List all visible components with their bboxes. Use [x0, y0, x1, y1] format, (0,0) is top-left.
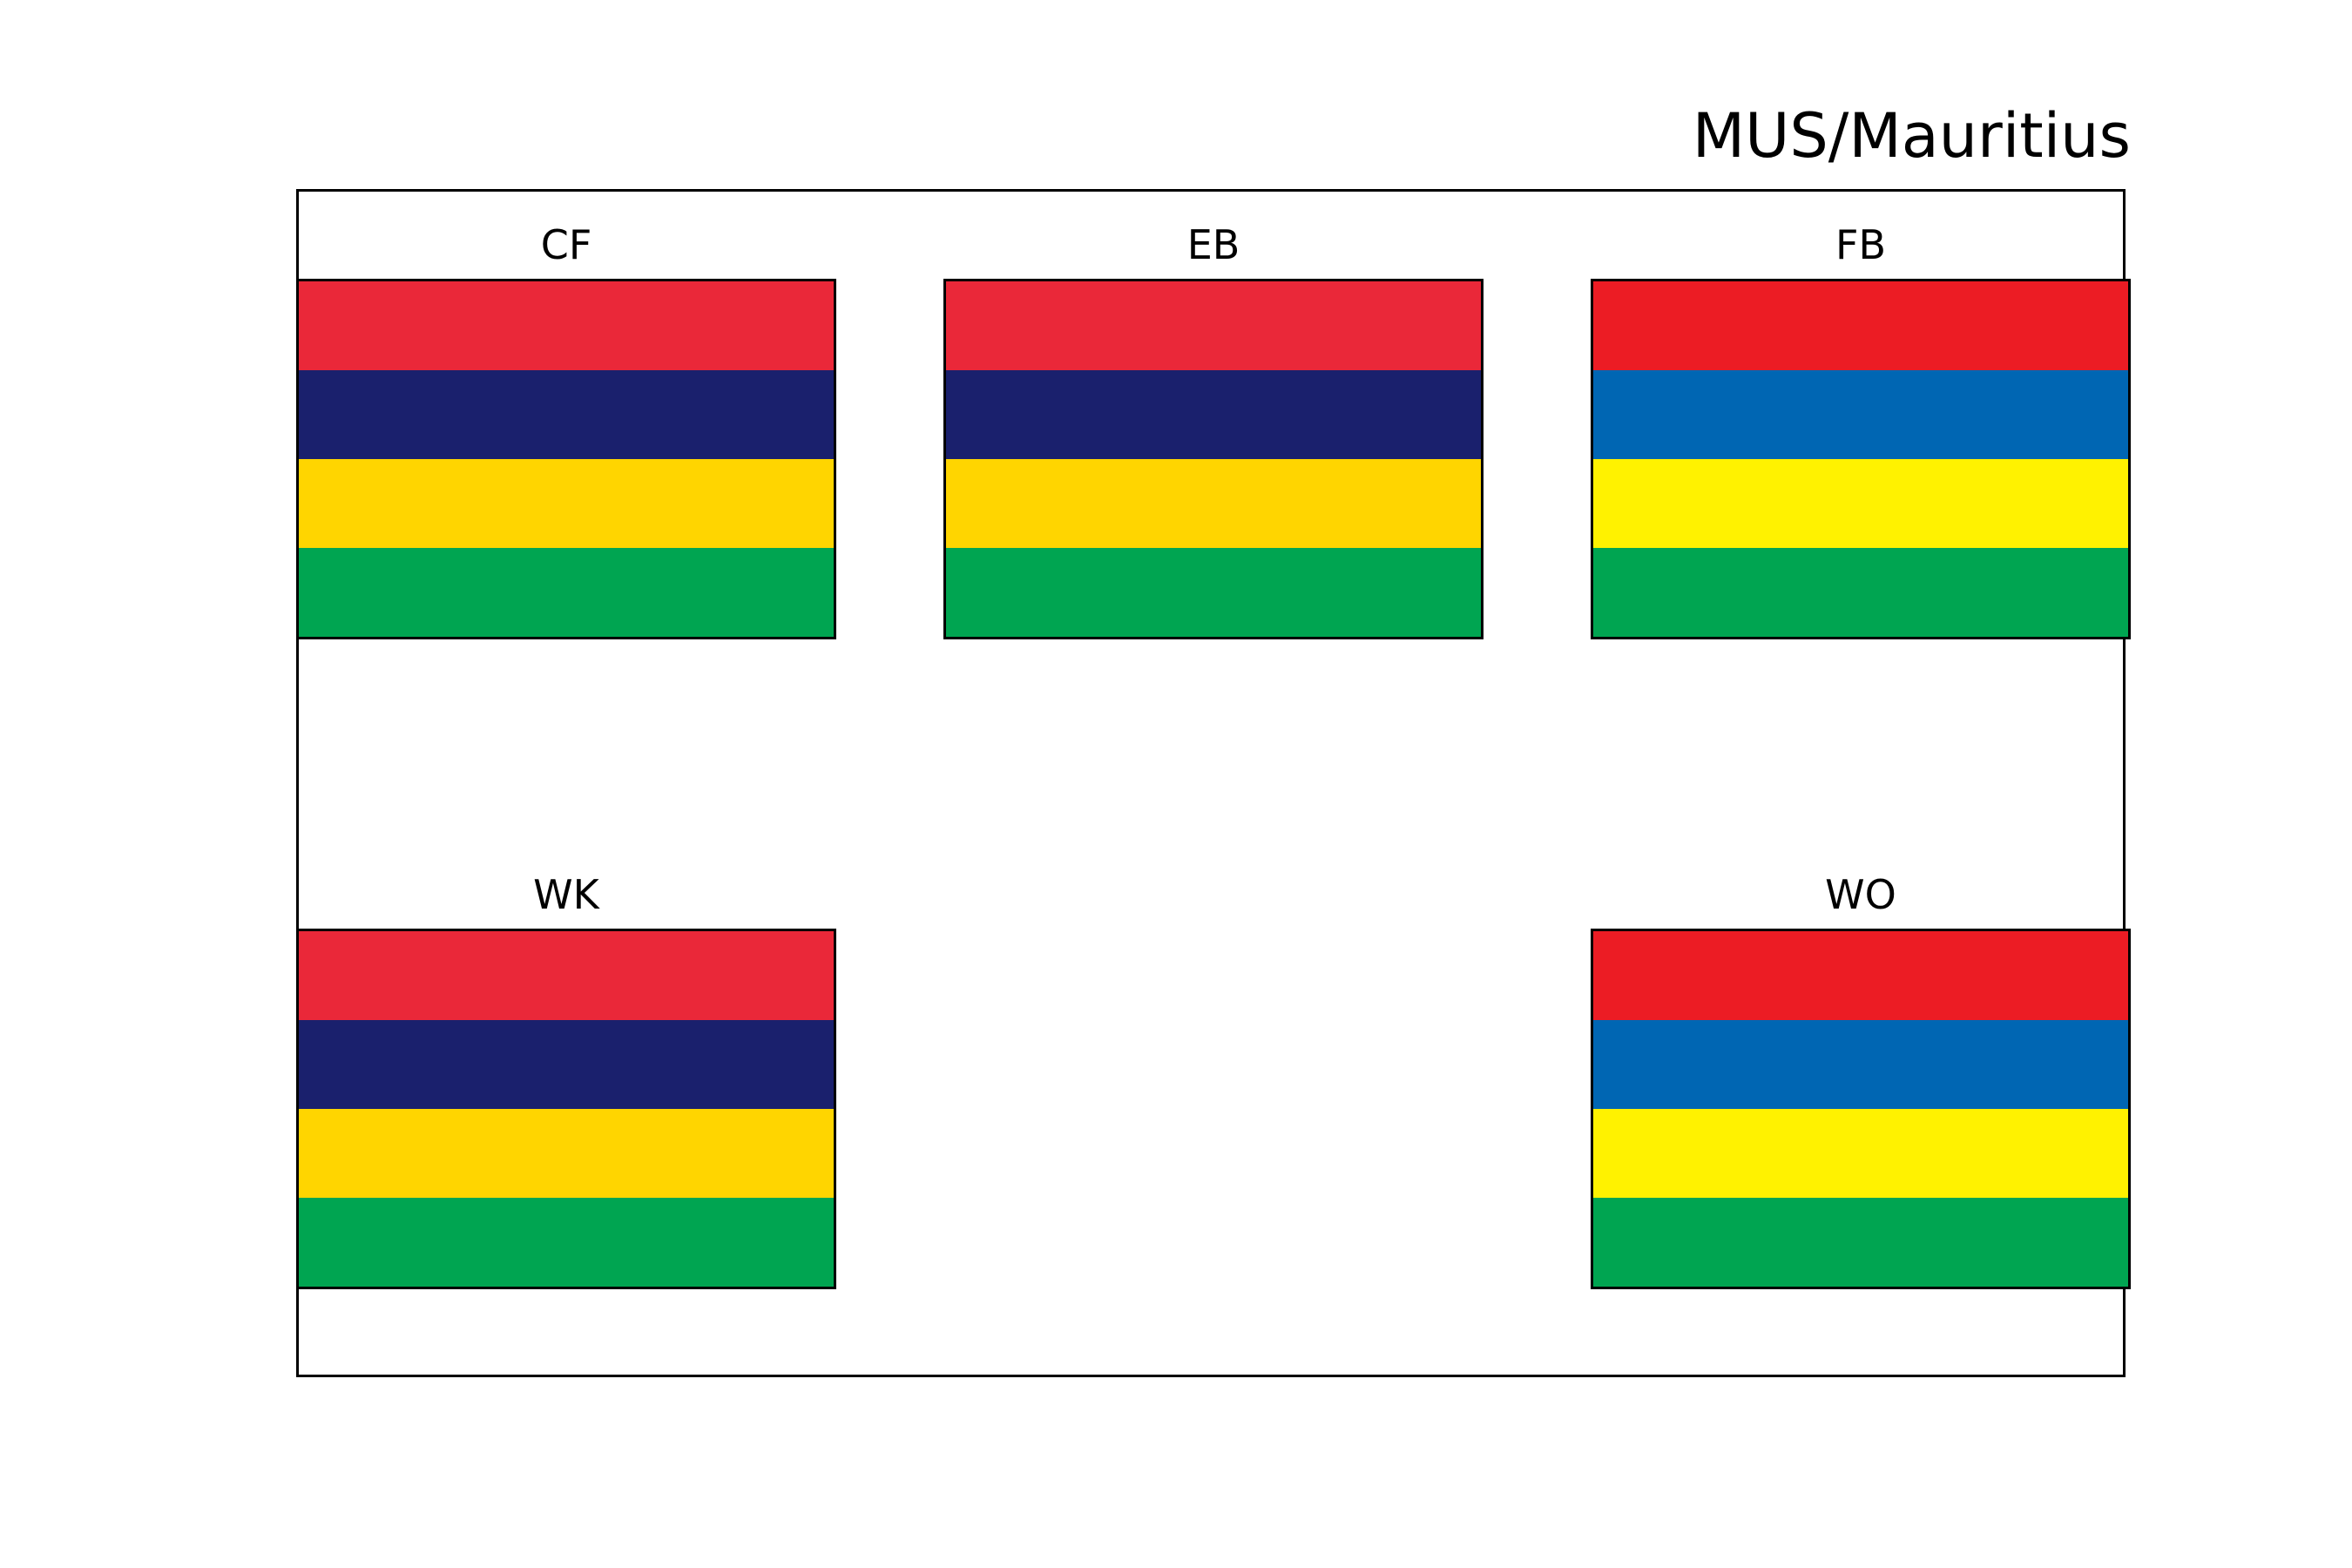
flag-wo	[1591, 929, 2131, 1289]
flag-stripe-red	[299, 281, 834, 370]
flag-stripe-green	[1593, 548, 2128, 637]
flag-stripe-blue	[299, 1020, 834, 1109]
flag-label-wk: WK	[533, 871, 599, 918]
flag-stripe-green	[946, 548, 1481, 637]
flag-stripe-green	[1593, 1198, 2128, 1287]
flags-frame	[296, 189, 2126, 1377]
flag-stripe-blue	[946, 370, 1481, 459]
flag-stripe-yellow	[1593, 1109, 2128, 1198]
flag-label-fb: FB	[1835, 221, 1887, 268]
flag-eb	[943, 279, 1484, 639]
flag-stripe-red	[299, 931, 834, 1020]
flag-stripe-yellow	[299, 1109, 834, 1198]
flag-stripe-yellow	[946, 459, 1481, 548]
flag-wk	[296, 929, 836, 1289]
flag-stripe-green	[299, 1198, 834, 1287]
page-title: MUS/Mauritius	[1692, 100, 2131, 172]
flag-stripe-blue	[299, 370, 834, 459]
flag-stripe-red	[946, 281, 1481, 370]
flag-stripe-yellow	[1593, 459, 2128, 548]
flag-cf	[296, 279, 836, 639]
flag-stripe-red	[1593, 931, 2128, 1020]
flag-label-cf: CF	[540, 221, 592, 268]
flag-label-eb: EB	[1186, 221, 1240, 268]
flag-stripe-green	[299, 548, 834, 637]
flag-fb	[1591, 279, 2131, 639]
flag-stripe-red	[1593, 281, 2128, 370]
flag-label-wo: WO	[1825, 871, 1896, 918]
flag-stripe-yellow	[299, 459, 834, 548]
flag-stripe-blue	[1593, 370, 2128, 459]
flag-stripe-blue	[1593, 1020, 2128, 1109]
